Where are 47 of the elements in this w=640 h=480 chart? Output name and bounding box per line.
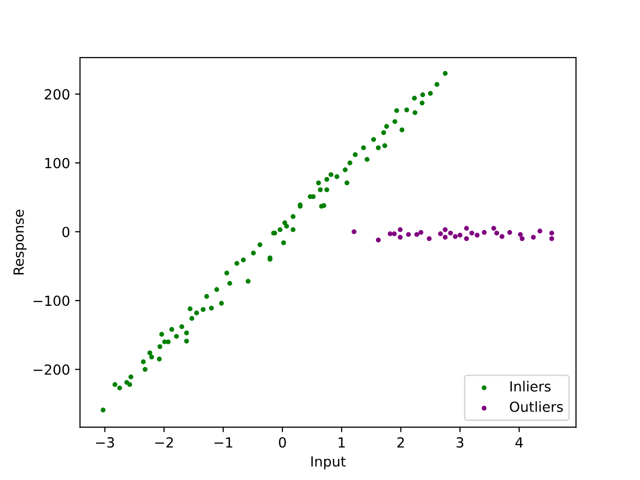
y-tick-label: −100: [34, 296, 70, 306]
point: [500, 234, 504, 239]
point: [537, 228, 542, 234]
point: [474, 232, 480, 238]
point: [376, 238, 381, 242]
y-tick-label: 200: [44, 89, 70, 100]
point: [448, 230, 453, 236]
point: [520, 236, 525, 242]
x-tick-label: 3: [456, 437, 464, 448]
x-tick-label: −1: [214, 437, 232, 448]
x-tick-label: 1: [338, 437, 345, 448]
point: [438, 231, 443, 236]
point: [442, 234, 448, 240]
x-axis-title: Input: [311, 456, 346, 470]
point: [549, 230, 554, 236]
point: [469, 230, 474, 236]
point: [482, 230, 487, 235]
x-tick-label: 4: [515, 437, 523, 448]
legend-label: Outliers: [510, 401, 563, 412]
y-tick-label: −200: [34, 364, 70, 375]
point: [530, 234, 536, 240]
y-axis-title: Response: [14, 210, 27, 274]
x-tick-label: 2: [397, 437, 404, 448]
point: [398, 227, 403, 232]
y-tick-label: 0: [62, 226, 70, 238]
point: [491, 226, 496, 231]
x-tick-label: 0: [278, 437, 286, 448]
point: [549, 236, 554, 242]
point: [494, 230, 500, 236]
point: [406, 232, 411, 237]
y-tick-label: 100: [45, 158, 70, 168]
point: [398, 234, 403, 240]
x-tick-label: −2: [155, 437, 173, 448]
legend-label: Inliers: [510, 380, 551, 392]
point: [458, 232, 462, 238]
point: [426, 236, 432, 242]
point: [442, 227, 448, 232]
point: [414, 232, 420, 237]
point: [418, 230, 424, 235]
point: [464, 236, 469, 242]
x-tick-label: −3: [96, 437, 114, 448]
point: [507, 230, 512, 235]
point: [452, 234, 458, 239]
point: [352, 229, 356, 234]
point: [392, 231, 397, 236]
point: [518, 232, 523, 237]
point: [464, 226, 469, 231]
